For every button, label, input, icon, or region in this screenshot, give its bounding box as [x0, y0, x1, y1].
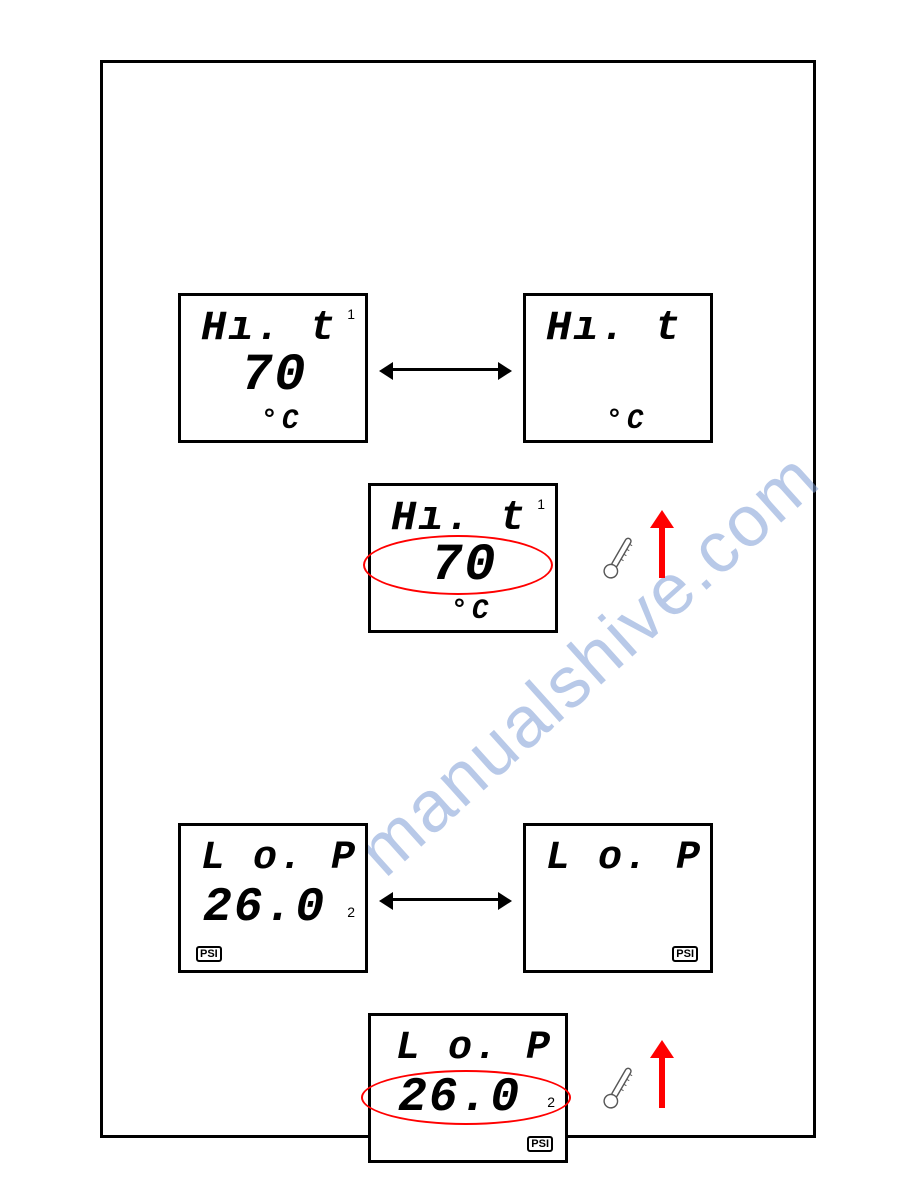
lcd-note: 1: [347, 306, 355, 322]
lcd-line1: L o. P: [396, 1026, 552, 1071]
diagram-frame: manualshive.com Hı. t 1 70 °C Hı. t °C H…: [100, 60, 816, 1138]
lcd-unit: °C: [451, 596, 493, 627]
lcd-unit: °C: [261, 406, 303, 437]
lcd-line1: L o. P: [201, 836, 357, 881]
psi-badge: PSI: [196, 946, 222, 962]
lcd-line2: 26.0: [203, 881, 326, 935]
highlight-ellipse: [363, 535, 553, 595]
highlight-ellipse: [361, 1070, 571, 1125]
lcd-unit: °C: [606, 406, 648, 437]
lcd-line2: 70: [241, 346, 307, 405]
psi-badge: PSI: [672, 946, 698, 962]
lcd-hit-left: Hı. t 1 70 °C: [178, 293, 368, 443]
double-arrow-icon: [393, 898, 498, 901]
double-arrow-icon: [393, 368, 498, 371]
lcd-line1: Hı. t: [201, 304, 337, 352]
lcd-line1: L o. P: [546, 836, 702, 881]
psi-badge: PSI: [527, 1136, 553, 1152]
thermometer-icon: [597, 531, 640, 584]
thermometer-icon: [597, 1061, 640, 1114]
lcd-note: 2: [347, 904, 355, 920]
lcd-hit-right: Hı. t °C: [523, 293, 713, 443]
lcd-lop-left: L o. P 26.0 2 PSI: [178, 823, 368, 973]
lcd-note: 1: [537, 496, 545, 512]
manual-page: manualshive.com Hı. t 1 70 °C Hı. t °C H…: [0, 0, 918, 1188]
lcd-line1: Hı. t: [546, 304, 682, 352]
lcd-lop-right: L o. P PSI: [523, 823, 713, 973]
